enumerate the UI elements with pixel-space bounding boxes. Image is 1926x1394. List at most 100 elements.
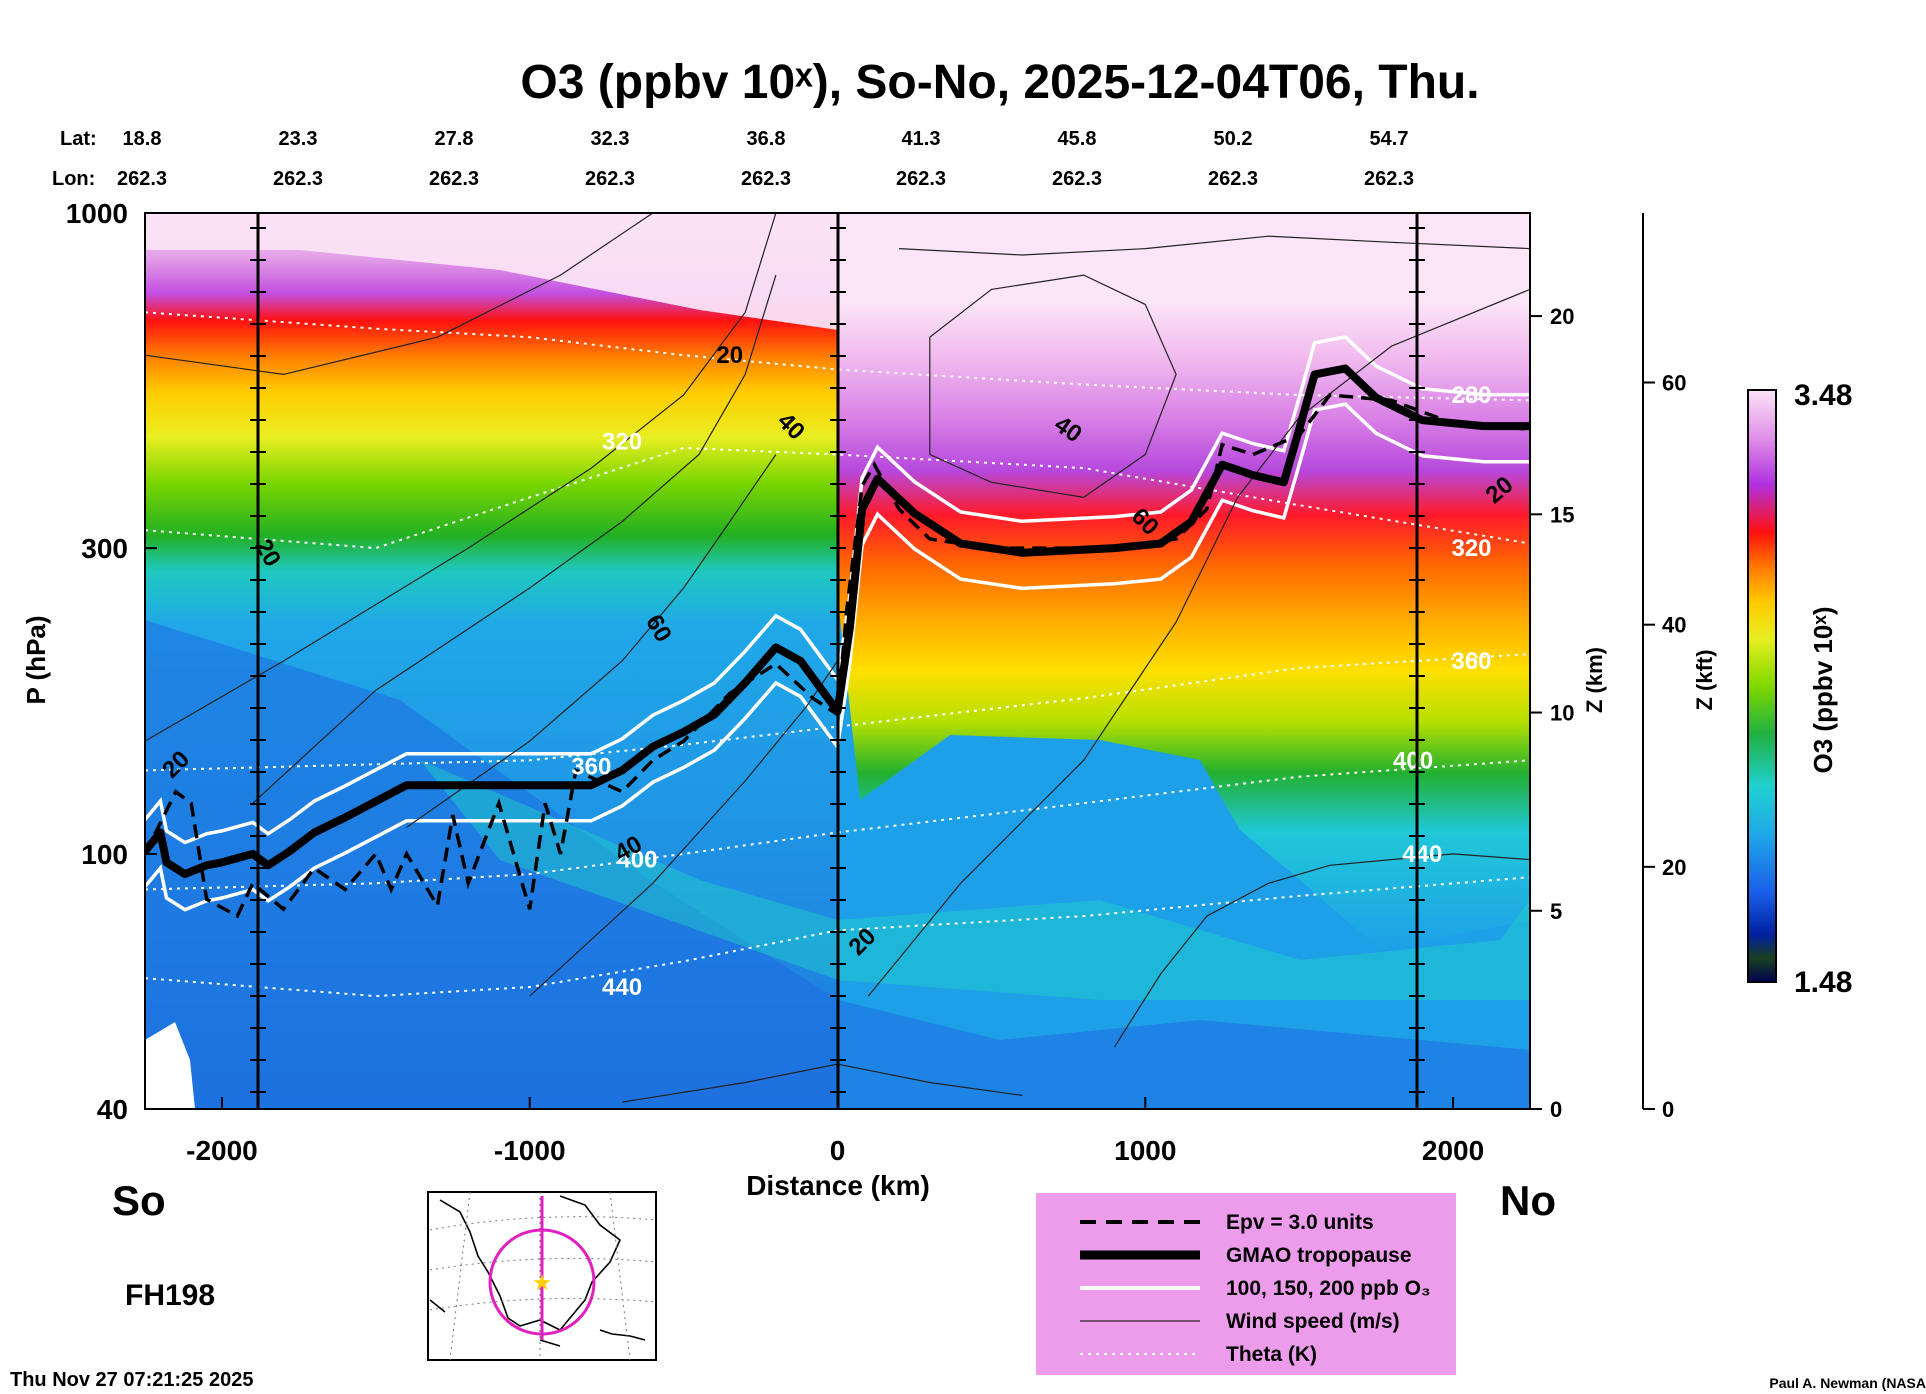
lat-value: 36.8 — [747, 128, 786, 150]
inset-map-star-icon: ★ — [532, 1271, 552, 1296]
legend-label: GMAO tropopause — [1226, 1244, 1412, 1267]
theta-line — [145, 311, 1530, 402]
lat-lon-labels: 18.8 23.3 27.8 32.3 36.8 41.3 45.8 50.2 54.7 262.… — [117, 128, 1414, 190]
lat-row-label: Lat: — [60, 128, 97, 150]
theta-label: 280 — [1451, 382, 1491, 409]
x-tick-label: 2000 — [1422, 1135, 1484, 1166]
zkm-tick-label: 15 — [1550, 502, 1574, 527]
theta-label: 320 — [602, 429, 642, 456]
lat-value: 41.3 — [902, 128, 941, 150]
lon-value: 262.3 — [585, 168, 635, 190]
x-tick-label: -2000 — [186, 1135, 258, 1166]
ozone-field-cyan-mid — [420, 760, 1530, 1000]
lat-value: 23.3 — [279, 128, 318, 150]
credit: Paul A. Newman (NASA — [1769, 1375, 1926, 1391]
zkft-tick-label: 40 — [1662, 613, 1686, 638]
zkm-tick-label: 10 — [1550, 701, 1574, 726]
theta-line — [145, 446, 1530, 550]
inset-map-grid — [429, 1191, 657, 1361]
theta-label: 440 — [602, 974, 642, 1001]
lon-value: 262.3 — [1208, 168, 1258, 190]
theta-label: 400 — [617, 847, 657, 874]
zkft-tick-label: 0 — [1662, 1097, 1674, 1122]
lon-value: 262.3 — [273, 168, 323, 190]
tropopause-line — [145, 364, 1530, 879]
north-label: No — [1500, 1177, 1556, 1224]
theta-line — [145, 876, 1530, 998]
theta-label: 440 — [1402, 841, 1442, 868]
theta-label: 360 — [1451, 648, 1491, 675]
lat-value: 50.2 — [1214, 128, 1253, 150]
p-tick-label: 40 — [97, 1094, 128, 1125]
wind-contour — [145, 213, 654, 376]
x-tick-label: 1000 — [1114, 1135, 1176, 1166]
p-tick-label: 300 — [81, 533, 128, 564]
lat-value: 18.8 — [123, 128, 162, 150]
x-tick-label: 0 — [830, 1135, 846, 1166]
ozone-contour-200ppb — [145, 402, 1530, 912]
wind-contour — [929, 274, 1177, 499]
colorbar-max-label: 3.48 — [1794, 379, 1852, 412]
theta-label: 400 — [1393, 747, 1433, 774]
lon-value: 262.3 — [741, 168, 791, 190]
lon-value: 262.3 — [896, 168, 946, 190]
ozone-field-lower-blue — [145, 620, 1530, 1109]
zkm-axis-label: Z (km) — [1582, 647, 1607, 713]
zkm-tick-label: 5 — [1550, 899, 1562, 924]
forecast-hour: FH198 — [125, 1279, 215, 1312]
zkm-tick-label: 20 — [1550, 304, 1574, 329]
lon-row-label: Lon: — [52, 168, 95, 190]
timestamp: Thu Nov 27 07:21:25 2025 — [10, 1369, 253, 1391]
legend-label: Theta (K) — [1226, 1343, 1317, 1366]
chart-title: O3 (ppbv 10ˣ), So-No, 2025-12-04T06, Thu… — [520, 56, 1479, 109]
colorbar — [1747, 389, 1777, 983]
inset-map: ★ — [427, 1191, 657, 1361]
wind-contour — [1113, 853, 1530, 1048]
wind-contour — [406, 454, 777, 828]
legend-label: Wind speed (m/s) — [1226, 1310, 1400, 1333]
epv-line — [145, 393, 1530, 919]
south-label: So — [112, 1177, 166, 1224]
wind-contour — [529, 660, 838, 997]
y-axis-label: P (hPa) — [21, 615, 51, 704]
zkft-tick-label: 20 — [1662, 855, 1686, 880]
inset-map-coastline — [429, 1195, 646, 1347]
legend-items: Epv = 3.0 units GMAO tropopause 100, 150, … — [1080, 1211, 1431, 1366]
legend: Epv = 3.0 units GMAO tropopause 100, 150, … — [1036, 1193, 1456, 1375]
lat-value: 32.3 — [591, 128, 630, 150]
colorbar-title: O3 (ppbv 10ˣ) — [1808, 607, 1838, 774]
wind-label: 20 — [716, 342, 743, 369]
ozone-field-upper-cap — [145, 213, 838, 330]
lat-value: 54.7 — [1370, 128, 1409, 150]
theta-label: 360 — [571, 753, 611, 780]
lat-value: 45.8 — [1058, 128, 1097, 150]
wind-contour — [867, 288, 1530, 997]
zkm-tick-label: 0 — [1550, 1097, 1562, 1122]
zkft-axis-label: Z (kft) — [1692, 649, 1717, 710]
lon-value: 262.3 — [1364, 168, 1414, 190]
x-tick-label: -1000 — [494, 1135, 566, 1166]
theta-line — [145, 759, 1530, 891]
station-hour-ticks — [250, 227, 1425, 1093]
p-tick-label: 100 — [81, 839, 128, 870]
lat-value: 27.8 — [435, 128, 474, 150]
theta-label: 320 — [1451, 535, 1491, 562]
ozone-field-right — [838, 213, 1530, 950]
zkft-tick-label: 60 — [1662, 371, 1686, 396]
wind-contour — [899, 235, 1530, 256]
theta-line — [145, 653, 1530, 772]
ozone-contour-100ppb — [145, 335, 1530, 845]
lon-value: 262.3 — [1052, 168, 1102, 190]
lon-value: 262.3 — [117, 168, 167, 190]
wind-contour — [145, 213, 777, 742]
legend-label: Epv = 3.0 units — [1226, 1211, 1374, 1234]
p-tick-label: 1000 — [66, 198, 128, 229]
wind-contour — [252, 274, 777, 804]
lon-value: 262.3 — [429, 168, 479, 190]
overlay-lines: 4404003603204404003603202802020406040202… — [145, 213, 1530, 1103]
legend-label: 100, 150, 200 ppb O₃ — [1226, 1277, 1431, 1300]
colorbar-min-label: 1.48 — [1794, 966, 1852, 999]
ozone-field-surface-white — [145, 1022, 195, 1109]
